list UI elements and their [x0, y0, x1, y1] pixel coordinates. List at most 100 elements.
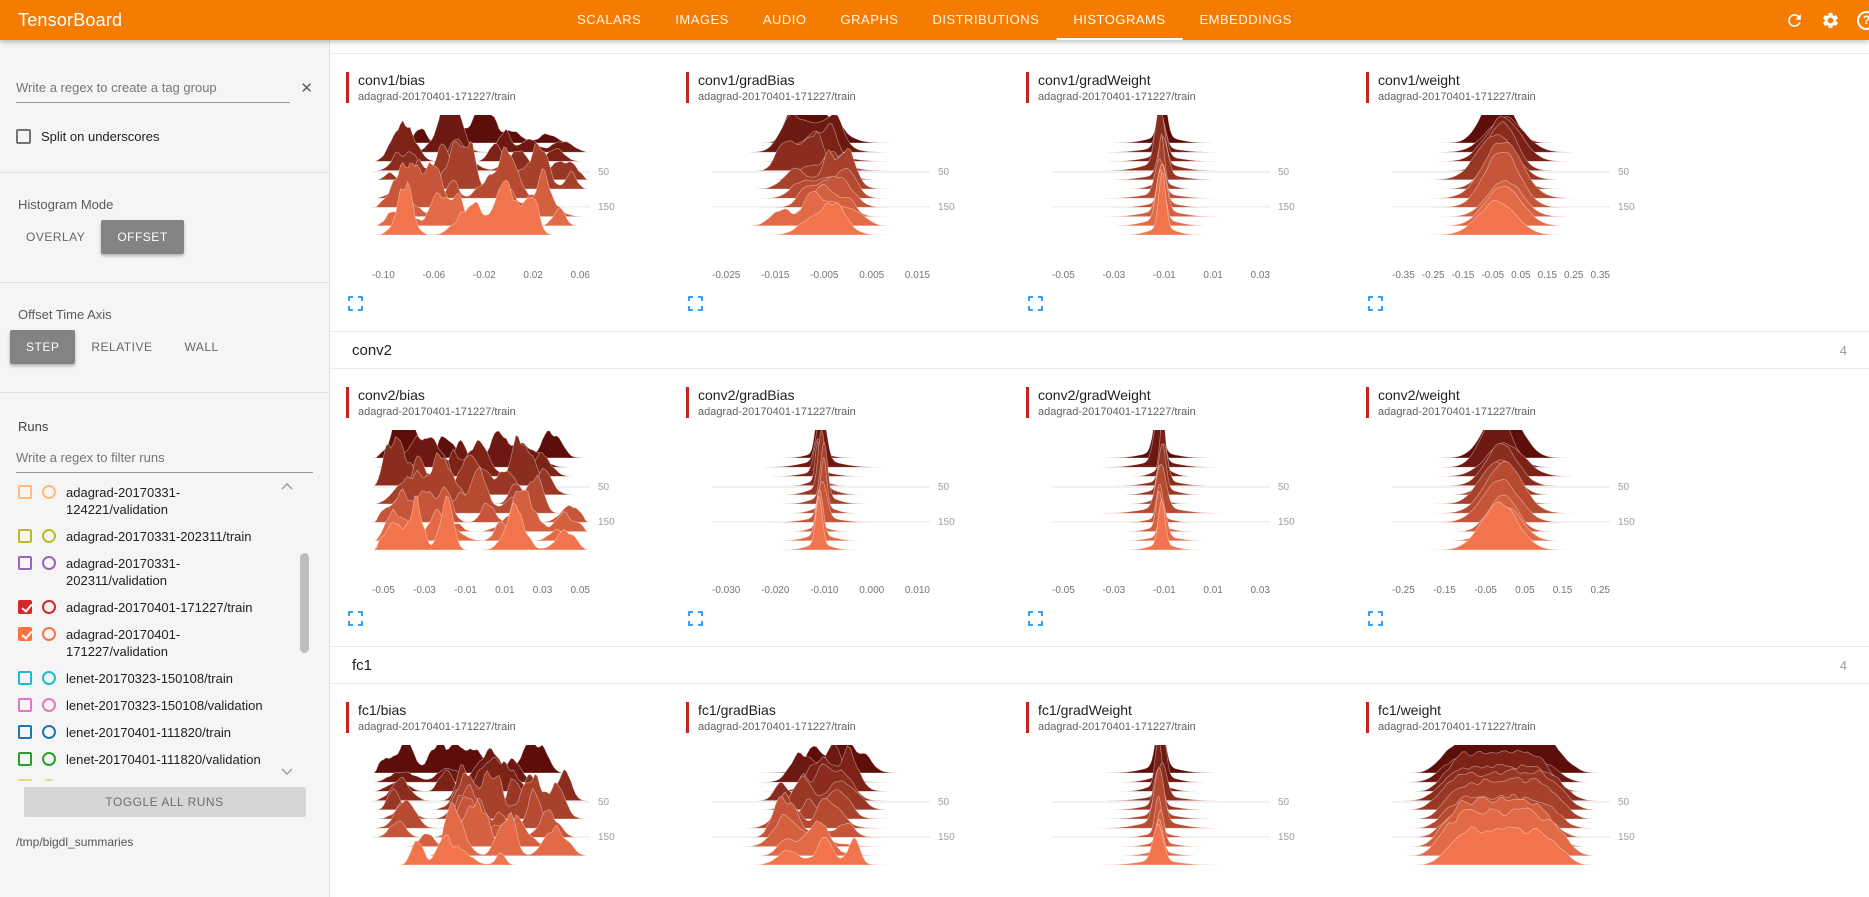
run-name: adagrad-20170331-202311/train	[66, 529, 252, 544]
run-name: adagrad-20170401-171227/validation	[66, 627, 181, 659]
run-checkbox-icon[interactable]	[18, 556, 32, 570]
run-item[interactable]: adagrad-20170331-202311/validation	[0, 550, 329, 594]
card-run-name: adagrad-20170401-171227/train	[1038, 721, 1196, 733]
scroll-down-icon[interactable]	[281, 768, 293, 775]
card-title: conv2/gradWeight	[1038, 387, 1151, 403]
run-filter-input[interactable]	[16, 444, 313, 473]
tag-regex-input[interactable]	[16, 74, 291, 103]
y-axis-tick: 50	[598, 797, 610, 808]
run-item[interactable]: lenet-20170323-150108/train	[0, 665, 329, 692]
run-checkbox-icon[interactable]	[18, 725, 32, 739]
run-item[interactable]: adagrad-20170401-171227/validation	[0, 621, 329, 665]
app-title: TensorBoard	[18, 9, 123, 30]
x-axis-tick: -0.15	[1433, 585, 1456, 596]
run-item[interactable]: lenet-20170401-111820/validation	[0, 746, 329, 773]
tab-scalars[interactable]: SCALARS	[577, 11, 642, 27]
histogram-chart[interactable]: 50 150	[712, 722, 966, 895]
x-axis-ticks: -0.10 -0.06 -0.02 0.02 0.06	[372, 270, 590, 282]
expand-icon[interactable]	[348, 296, 363, 311]
chart-container: 50 150	[1392, 732, 1706, 897]
tab-distributions[interactable]: DISTRIBUTIONS	[932, 11, 1040, 27]
run-name: lenet-20170401-111820/validation	[66, 752, 261, 767]
tab-graphs[interactable]: GRAPHS	[840, 11, 899, 27]
card-run-name: adagrad-20170401-171227/train	[1038, 91, 1196, 103]
histogram-mode-offset-button[interactable]: OFFSET	[101, 220, 184, 254]
expand-icon[interactable]	[348, 611, 363, 626]
histogram-chart[interactable]: 50 150	[372, 416, 626, 580]
histogram-chart[interactable]: 50 150	[712, 101, 966, 265]
x-axis-tick: -0.030	[712, 585, 741, 596]
section-name: conv2	[352, 341, 393, 359]
histogram-chart[interactable]: 50 150	[1052, 408, 1306, 580]
scroll-up-icon[interactable]	[281, 483, 293, 490]
card-run-name: adagrad-20170401-171227/train	[698, 406, 856, 418]
x-axis-tick: -0.05	[1052, 270, 1075, 281]
expand-icon[interactable]	[1028, 296, 1043, 311]
y-axis-tick: 150	[1618, 202, 1635, 213]
run-checkbox-icon[interactable]	[18, 627, 32, 641]
x-axis-tick: 0.000	[859, 585, 885, 596]
histogram-card: fc1/gradBias adagrad-20170401-171227/trai…	[686, 702, 1026, 897]
y-axis-tick: 150	[938, 517, 955, 528]
y-axis-tick: 150	[598, 202, 615, 213]
tab-audio[interactable]: AUDIO	[762, 11, 807, 27]
run-checkbox-icon[interactable]	[18, 779, 32, 781]
histogram-chart[interactable]: 50 150	[1392, 403, 1646, 580]
histogram-mode-overlay-button[interactable]: OVERLAY	[10, 220, 101, 254]
tab-embeddings[interactable]: EMBEDDINGS	[1199, 11, 1292, 27]
tab-images[interactable]: IMAGES	[675, 11, 729, 27]
run-item[interactable]: lenet-20170401-111820/train	[0, 719, 329, 746]
card-title: conv2/gradBias	[698, 387, 795, 403]
expand-icon[interactable]	[1028, 611, 1043, 626]
run-checkbox-icon[interactable]	[18, 600, 32, 614]
run-checkbox-icon[interactable]	[18, 671, 32, 685]
expand-icon[interactable]	[1368, 611, 1383, 626]
x-axis-ticks: -0.030 -0.020 -0.010 0.000 0.010	[712, 585, 930, 597]
x-axis-tick: -0.05	[1052, 585, 1075, 596]
chart-container: 50 150	[712, 722, 1026, 897]
section-header-conv2[interactable]: conv2 4	[330, 331, 1869, 369]
x-axis-ticks: -0.35 -0.25 -0.15 -0.05 0.05 0.15 0.25 0.35	[1392, 270, 1610, 282]
run-checkbox-icon[interactable]	[18, 529, 32, 543]
expand-icon[interactable]	[688, 296, 703, 311]
cards-row: conv2/bias adagrad-20170401-171227/train 5…	[330, 369, 1869, 646]
card-header: conv1/gradBias adagrad-20170401-171227/tr…	[686, 72, 1026, 103]
run-name: adagrad-20170331-124221/validation	[66, 485, 181, 517]
tab-histograms[interactable]: HISTOGRAMS	[1056, 0, 1183, 40]
run-item[interactable]: lenet-20170323-150108/validation	[0, 692, 329, 719]
x-axis-tick: -0.01	[1152, 270, 1176, 281]
time-axis-step-button[interactable]: STEP	[10, 330, 76, 364]
chart-container: 50 150	[1052, 408, 1366, 585]
histogram-chart[interactable]: 50 150	[1052, 89, 1306, 265]
histogram-chart[interactable]: 50 150	[712, 408, 966, 580]
settings-gear-icon[interactable]	[1821, 11, 1840, 30]
refresh-icon[interactable]	[1785, 11, 1804, 30]
help-icon[interactable]: ?	[1857, 10, 1869, 30]
run-checkbox-icon[interactable]	[18, 485, 32, 499]
histogram-chart[interactable]: 50 150	[372, 735, 626, 895]
histogram-chart[interactable]: 50 150	[1392, 88, 1646, 265]
sidebar: ✕ Split on underscores Histogram Mode OV…	[0, 40, 330, 897]
x-axis-tick: -0.03	[1102, 585, 1126, 596]
clear-regex-icon[interactable]: ✕	[300, 80, 313, 97]
run-checkbox-icon[interactable]	[18, 752, 32, 766]
section-header-fc1[interactable]: fc1 4	[330, 646, 1869, 684]
cards-row: conv1/bias adagrad-20170401-171227/train 5…	[330, 54, 1869, 331]
run-item[interactable]: adagrad-20170331-124221/validation	[0, 479, 329, 523]
time-axis-relative-button[interactable]: RELATIVE	[75, 330, 168, 364]
run-item[interactable]: adagrad-20170331-202311/train	[0, 523, 329, 550]
histogram-chart[interactable]: 50 150	[1052, 714, 1306, 895]
histogram-chart[interactable]: 50 150	[372, 97, 626, 265]
split-underscores-checkbox[interactable]: Split on underscores	[16, 129, 313, 144]
run-checkbox-icon[interactable]	[18, 698, 32, 712]
run-item[interactable]: lenet-20170401-112317/train	[0, 773, 329, 781]
time-axis-wall-button[interactable]: WALL	[168, 330, 234, 364]
card-title: fc1/bias	[358, 702, 407, 718]
y-axis-tick: 50	[1278, 482, 1290, 493]
expand-icon[interactable]	[688, 611, 703, 626]
toggle-all-runs-button[interactable]: TOGGLE ALL RUNS	[23, 787, 306, 817]
runs-scrollbar[interactable]	[300, 553, 309, 653]
expand-icon[interactable]	[1368, 296, 1383, 311]
histogram-chart[interactable]: 50 150	[1392, 732, 1646, 895]
run-item[interactable]: adagrad-20170401-171227/train	[0, 594, 329, 621]
